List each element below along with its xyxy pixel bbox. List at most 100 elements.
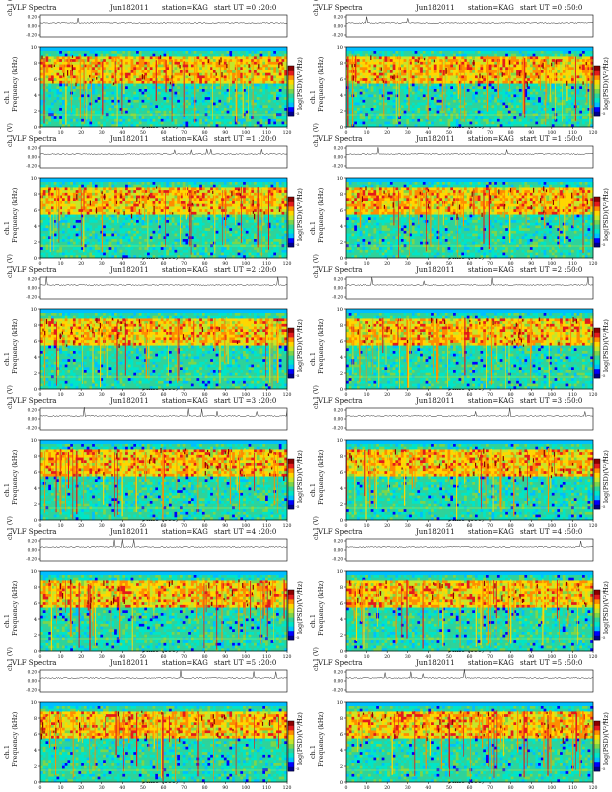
spectrogram-cell [75, 64, 79, 68]
spectrogram-cell [127, 105, 131, 109]
spectrogram-cell [262, 59, 266, 63]
spectrogram-cell [378, 108, 382, 112]
spectrogram-cell [406, 67, 410, 71]
spectrogram-cell [431, 64, 435, 68]
spectrogram-cell [229, 67, 233, 71]
spectrogram-cell [278, 94, 282, 98]
spectrogram-cell [562, 56, 566, 60]
spectrogram-cell [546, 83, 550, 87]
spectrogram-cell [119, 91, 123, 95]
spectrogram-cell [472, 116, 476, 120]
spectrogram-cell [226, 91, 230, 95]
spectrogram-cell [273, 78, 277, 82]
spectrogram-cell [538, 105, 542, 109]
spectrogram-cell [221, 75, 225, 79]
spectrogram-cell [348, 53, 352, 57]
spectrogram-cell [365, 97, 369, 101]
spectrogram-cell [136, 121, 140, 125]
spectrogram-cell [403, 83, 407, 87]
spectrogram-cell [488, 94, 492, 98]
spectrogram-cell [254, 105, 258, 109]
spectrogram-cell [160, 94, 164, 98]
spectrogram-cell [409, 64, 413, 68]
spectrogram-cell [562, 110, 566, 114]
spectrogram-cell [411, 89, 415, 93]
spectrogram-cell [464, 124, 468, 128]
spectrogram-cell [442, 59, 446, 63]
spectrogram-cell [61, 89, 65, 93]
spectrogram-cell [125, 110, 129, 114]
spectrogram-cell [510, 78, 514, 82]
spectrogram-cell [245, 110, 249, 114]
spectrogram-cell [376, 108, 380, 112]
spectrogram-cell [560, 72, 564, 76]
spectrogram-cell [348, 51, 352, 55]
spectrogram-cell [406, 64, 410, 68]
intense-spot [89, 74, 91, 78]
spectrogram-cell [480, 67, 484, 71]
spectrogram-cell [114, 53, 118, 57]
spectrogram-cell [212, 72, 216, 76]
spectrogram-cell [72, 61, 76, 65]
spectrogram-cell [370, 64, 374, 68]
spectrogram-cell [376, 56, 380, 60]
intense-spot [75, 82, 77, 87]
spectrogram-cell [174, 91, 178, 95]
spectrogram-cell [147, 91, 151, 95]
spectrogram-cell [389, 59, 393, 63]
spectrogram-cell [554, 118, 558, 122]
spectrogram-cell [111, 121, 115, 125]
spectrogram-cell [229, 75, 233, 79]
spectrogram-cell [144, 108, 148, 112]
spectrogram-cell [450, 83, 454, 87]
spectrogram-cell [461, 97, 465, 101]
spectrogram-cell [221, 94, 225, 98]
spectrogram-cell [105, 51, 109, 55]
spectrogram-cell [105, 59, 109, 63]
spectrogram-cell [505, 105, 509, 109]
spectrogram-cell [518, 124, 522, 128]
spectrogram-cell [540, 99, 544, 103]
spectrogram-cell [45, 75, 49, 79]
spectrogram-cell [420, 94, 424, 98]
spectrogram-cell [56, 118, 60, 122]
spectrogram-cell [130, 97, 134, 101]
spectrogram-cell [130, 102, 134, 106]
spectrogram-cell [551, 83, 555, 87]
spectrogram-cell [168, 124, 173, 128]
spectrogram-cell [400, 51, 404, 55]
spectrogram-cell [529, 70, 533, 74]
spectrogram-cell [105, 105, 109, 109]
spectrogram-cell [406, 102, 410, 106]
spectrogram-cell [218, 108, 222, 112]
spectrogram-cell [201, 56, 205, 60]
spectrogram-cell [116, 108, 120, 112]
spectrogram-cell [538, 121, 542, 125]
spectrogram-cell [546, 51, 550, 55]
spectrogram-cell [483, 118, 487, 122]
spectrogram-cell [179, 70, 184, 74]
spectrogram-cell [480, 97, 484, 101]
spectrogram-cell [453, 116, 457, 120]
spectrogram-cell [359, 67, 363, 71]
spectrogram-cell [414, 124, 418, 128]
spectrogram-cell [226, 61, 230, 65]
spectrogram-cell [190, 121, 194, 125]
spectrogram-cell [185, 91, 189, 95]
spectrogram-cell [127, 75, 131, 79]
spectrogram-cell [560, 118, 564, 122]
spectrogram-cell [61, 97, 65, 101]
spectrogram-cell [362, 86, 366, 90]
spectrogram-cell [502, 53, 506, 57]
spectrogram-cell [507, 97, 511, 101]
spectrogram-cell [188, 75, 192, 79]
spectrogram-cell [100, 75, 104, 79]
spectrogram-cell [378, 72, 382, 76]
spectrogram-cell [61, 78, 65, 82]
spectrogram-cell [392, 118, 396, 122]
spectrogram-cell [67, 89, 71, 93]
spectrogram-cell [119, 99, 123, 103]
spectrogram-cell [133, 121, 137, 125]
intense-spot [169, 81, 171, 85]
spectrogram-cell [455, 75, 459, 79]
